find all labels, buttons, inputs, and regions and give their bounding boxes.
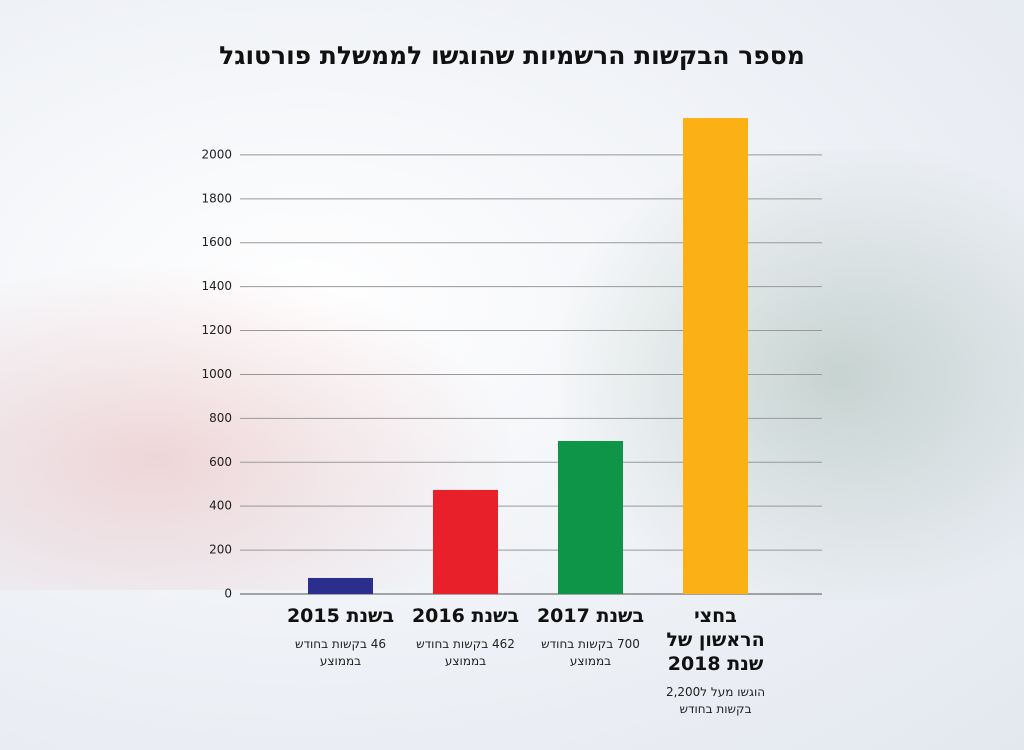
y-tick-label: 2000	[201, 147, 232, 161]
x-tick-label: בשנת 2015	[286, 605, 395, 627]
bar	[308, 577, 373, 594]
background-flag	[560, 150, 1024, 600]
y-tick-label: 800	[209, 411, 232, 425]
category-note: 462 בקשות בחודש בממוצע	[416, 637, 515, 668]
y-tick-label: 1600	[201, 235, 232, 249]
bar	[433, 489, 498, 594]
category-column: בשנת 2016 462 בקשות בחודש בממוצע	[401, 604, 531, 670]
category-note: הוגשו מעל ל2,200 בקשות בחודש	[665, 685, 766, 716]
x-tick-label: בשנת 2016	[411, 605, 520, 627]
category-note: 700 בקשות בחודש בממוצע	[541, 637, 640, 668]
x-tick-label: בחצי הראשון של שנת 2018	[666, 605, 765, 675]
y-tick-label: 400	[209, 499, 232, 513]
y-tick-label: 1400	[201, 279, 232, 293]
y-tick-label: 0	[224, 587, 232, 601]
category-note: 46 בקשות בחודש בממוצע	[294, 637, 387, 668]
y-tick-label: 200	[209, 543, 232, 557]
y-tick-label: 1200	[201, 323, 232, 337]
y-tick-label: 1800	[201, 191, 232, 205]
chart-title: מספר הבקשות הרשמיות שהוגשו לממשלת פורטוג…	[219, 41, 805, 70]
category-column: בשנת 2015 46 בקשות בחודש בממוצע	[276, 604, 406, 670]
category-column: בשנת 2017 700 בקשות בחודש בממוצע	[526, 604, 656, 670]
bar	[683, 118, 748, 594]
y-tick-label: 1000	[201, 367, 232, 381]
y-tick-label: 600	[209, 455, 232, 469]
bar	[558, 440, 623, 594]
category-column: בחצי הראשון של שנת 2018 הוגשו מעל ל2,200 …	[651, 604, 781, 718]
x-tick-label: בשנת 2017	[536, 605, 645, 627]
